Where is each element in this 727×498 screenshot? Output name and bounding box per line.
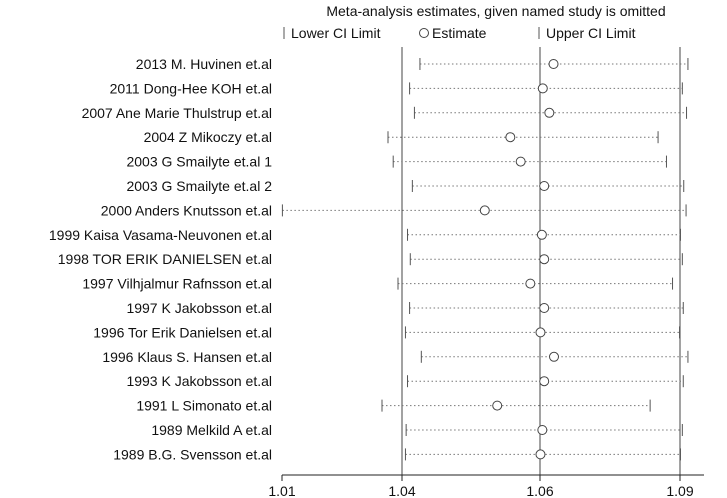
estimate-marker	[544, 107, 555, 118]
estimate-marker	[492, 400, 503, 411]
study-label: 1993 K Jakobsson et.al	[126, 373, 272, 389]
estimate-marker	[539, 376, 550, 387]
study-label: 2000 Anders Knutsson et.al	[101, 202, 272, 218]
estimate-marker	[537, 425, 548, 435]
chart-title: Meta-analysis estimates, given named stu…	[326, 3, 665, 19]
study-row: 1997 K Jakobsson et.al	[126, 300, 684, 316]
study-row: 1999 Kaisa Vasama-Neuvonen et.al	[49, 227, 681, 243]
x-tick-label: 1.04	[388, 483, 415, 498]
estimate-marker	[505, 132, 516, 143]
study-row: 1997 Vilhjalmur Rafnsson et.al	[82, 276, 674, 292]
legend-estimate-marker	[419, 28, 429, 38]
study-label: 1997 Vilhjalmur Rafnsson et.al	[82, 276, 272, 292]
study-label: 1991 L Simonato et.al	[136, 398, 272, 414]
estimate-marker	[539, 254, 550, 265]
study-label: 2003 G Smailyte et.al 1	[126, 154, 272, 170]
study-row: 1989 B.G. Svensson et.al	[113, 446, 681, 462]
estimate-marker	[515, 156, 526, 167]
legend: Lower CI Limit Estimate Upper CI Limit	[283, 25, 636, 41]
legend-lower-label: Lower CI Limit	[291, 25, 381, 41]
estimate-marker	[537, 83, 548, 94]
estimate-marker	[535, 449, 546, 460]
estimate-marker	[539, 303, 550, 313]
study-row: 2011 Dong-Hee KOH et.al	[110, 80, 683, 96]
x-tick-label: 1.09	[666, 483, 693, 498]
x-tick-label: 1.01	[268, 483, 295, 498]
estimate-marker	[536, 229, 547, 240]
study-label: 1989 Melkild A et.al	[151, 422, 272, 438]
study-row: 1993 K Jakobsson et.al	[126, 373, 684, 389]
study-row: 2003 G Smailyte et.al 1	[126, 154, 667, 170]
study-label: 1998 TOR ERIK DANIELSEN et.al	[58, 251, 272, 267]
study-row: 2004 Z Mikoczy et.al	[144, 129, 659, 145]
study-row: 2003 G Smailyte et.al 2	[126, 178, 685, 194]
estimate-marker	[535, 327, 546, 338]
study-label: 2003 G Smailyte et.al 2	[126, 178, 272, 194]
study-row: 1998 TOR ERIK DANIELSEN et.al	[58, 251, 683, 267]
study-label: 2007 Ane Marie Thulstrup et.al	[82, 105, 272, 121]
study-row: 1996 Tor Erik Danielsen et.al	[93, 324, 681, 340]
study-label: 1989 B.G. Svensson et.al	[113, 446, 272, 462]
study-row: 1996 Klaus S. Hansen et.al	[102, 349, 689, 365]
study-row: 2013 M. Huvinen et.al	[136, 56, 689, 72]
estimate-marker	[539, 181, 550, 191]
study-label: 1996 Tor Erik Danielsen et.al	[93, 324, 272, 340]
study-row: 1991 L Simonato et.al	[136, 398, 651, 414]
study-row: 2007 Ane Marie Thulstrup et.al	[82, 105, 688, 121]
study-label: 1996 Klaus S. Hansen et.al	[102, 349, 272, 365]
study-label: 1997 K Jakobsson et.al	[126, 300, 272, 316]
study-label: 2011 Dong-Hee KOH et.al	[110, 80, 272, 96]
study-rows: 2013 M. Huvinen et.al 2011 Dong-Hee KOH e…	[49, 56, 689, 462]
estimate-marker	[549, 351, 559, 362]
estimate-marker	[525, 278, 536, 289]
study-row: 2000 Anders Knutsson et.al	[101, 202, 687, 218]
study-label: 1999 Kaisa Vasama-Neuvonen et.al	[49, 227, 272, 243]
study-label: 2013 M. Huvinen et.al	[136, 56, 272, 72]
x-tick-label: 1.06	[526, 483, 553, 498]
x-axis: 1.01 1.04 1.06 1.09	[268, 474, 704, 498]
legend-upper-label: Upper CI Limit	[546, 25, 636, 41]
study-label: 2004 Z Mikoczy et.al	[144, 129, 272, 145]
study-row: 1989 Melkild A et.al	[151, 422, 683, 438]
legend-estimate-label: Estimate	[432, 25, 487, 41]
estimate-marker	[479, 205, 490, 216]
estimate-marker	[548, 59, 559, 69]
